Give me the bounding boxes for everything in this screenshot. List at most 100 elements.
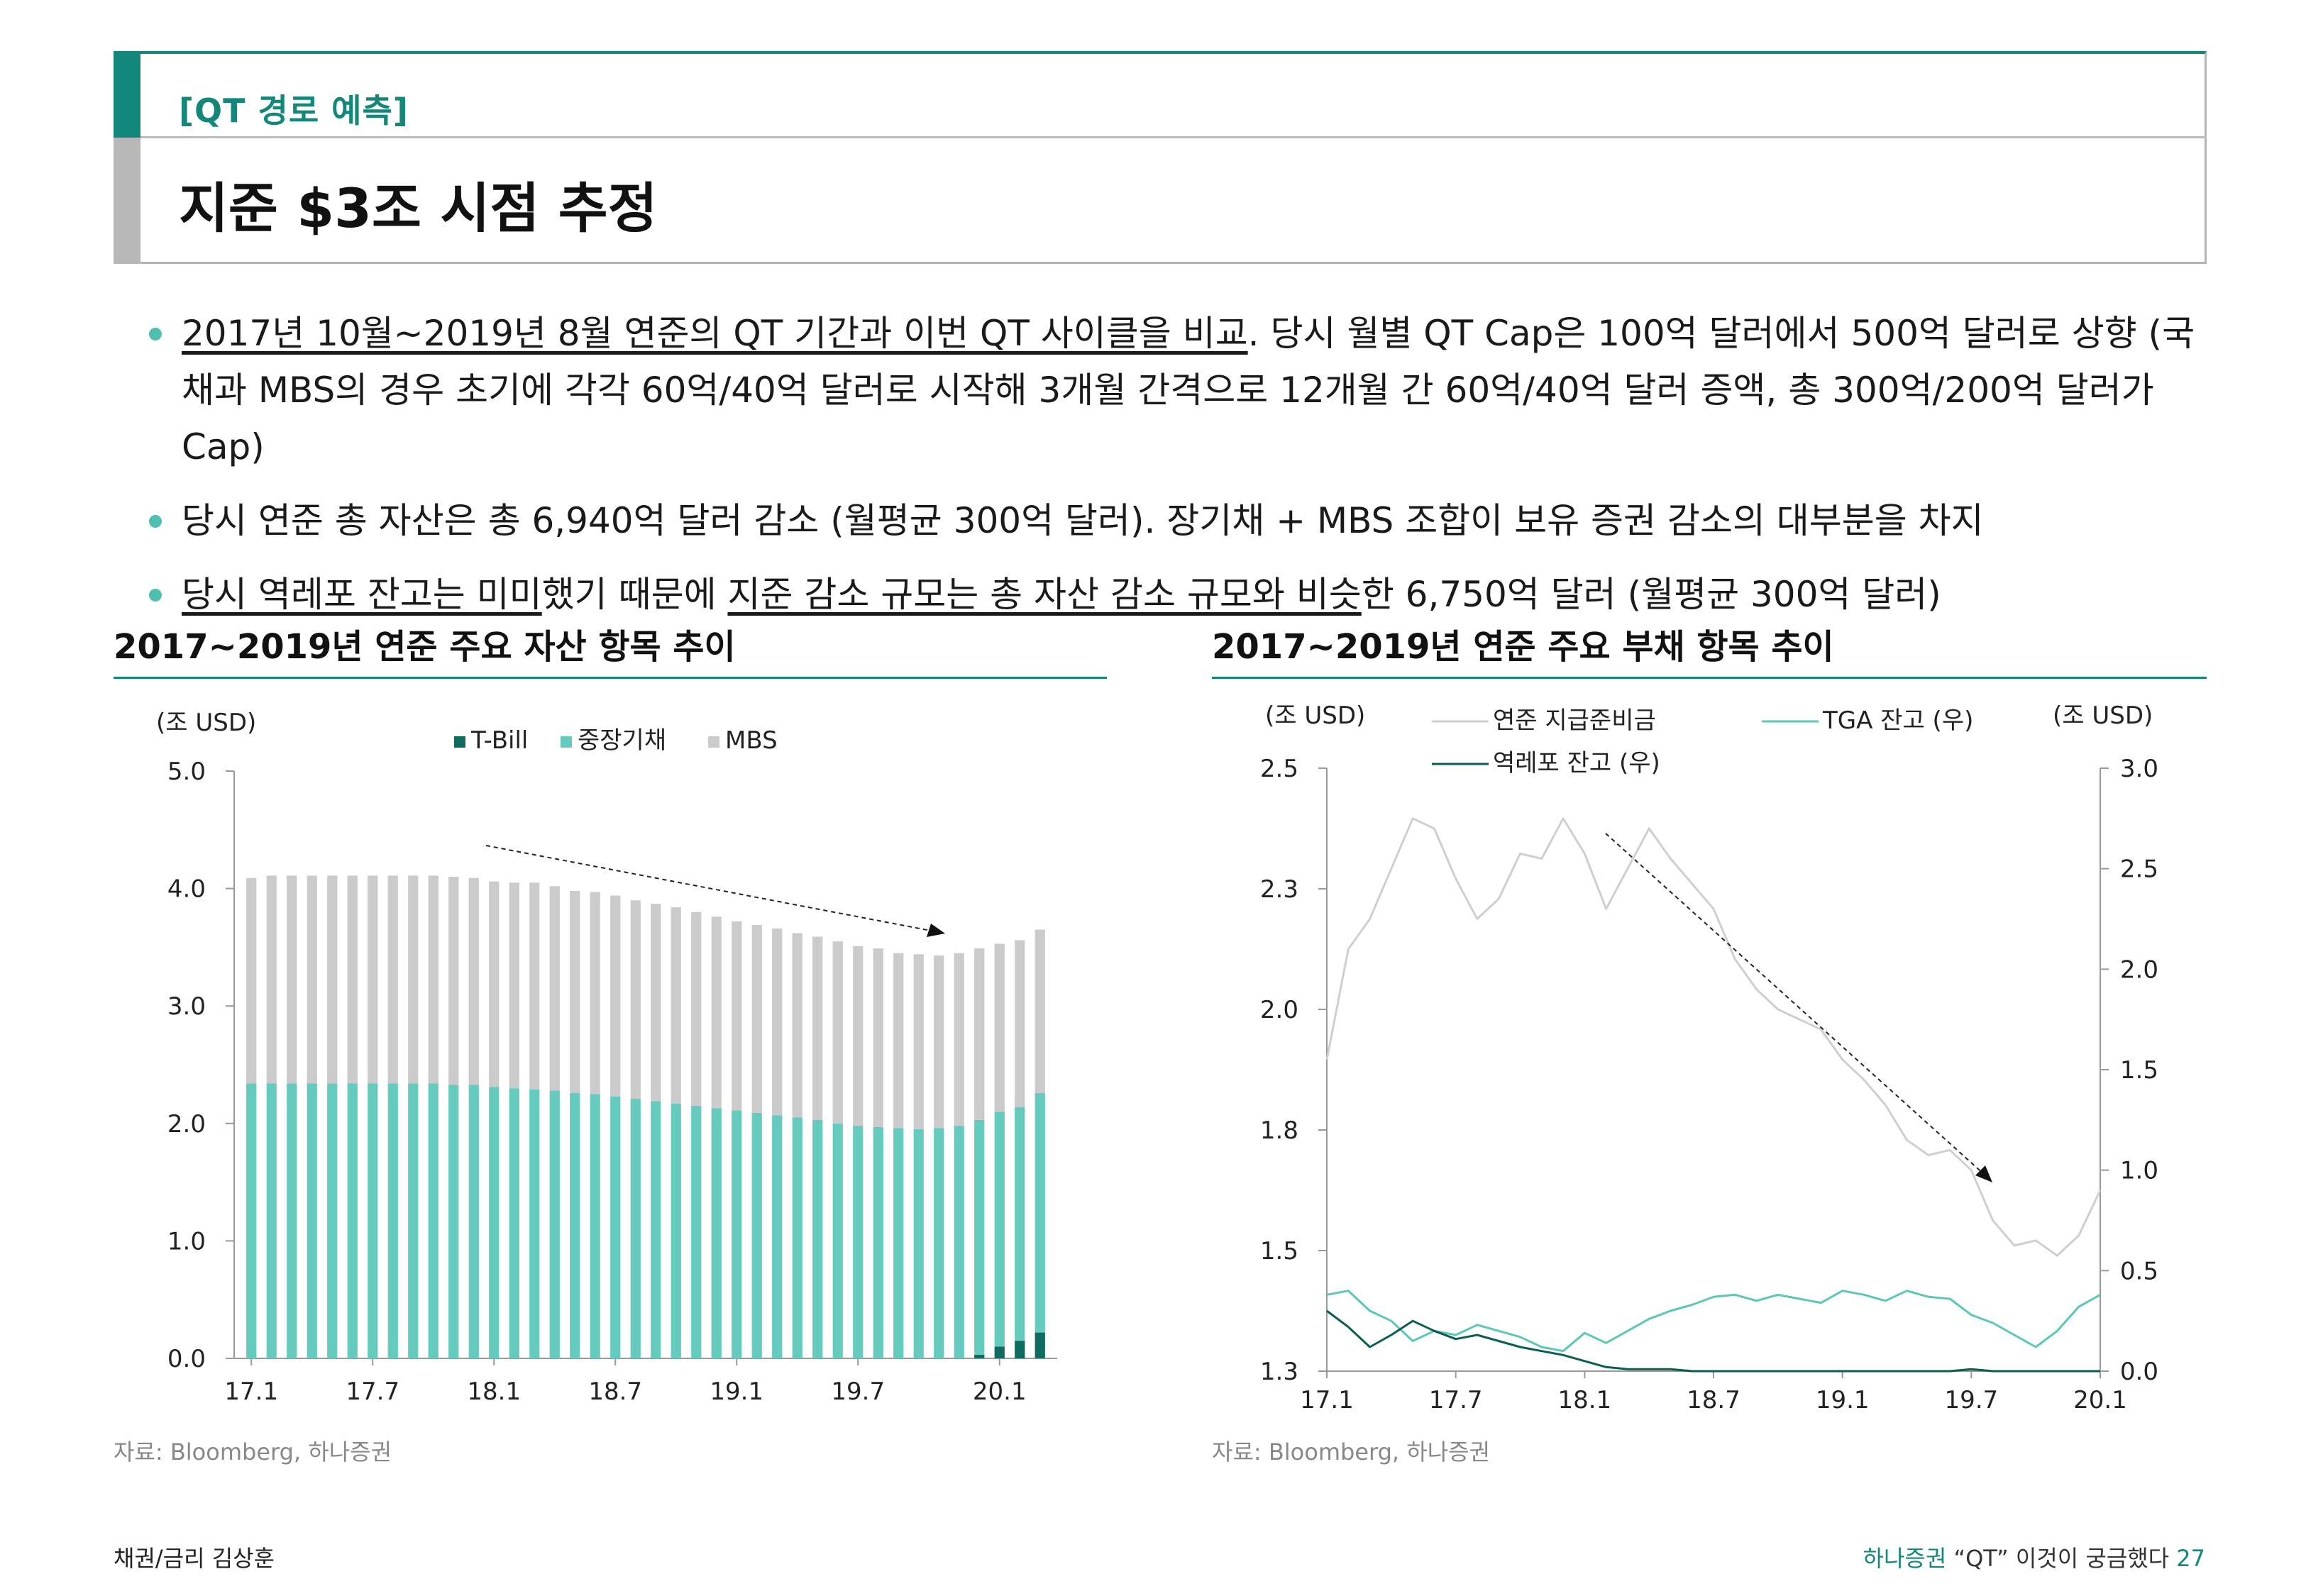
right-yr-tick-label: 1.0 — [2120, 1157, 2158, 1185]
bar-MBS — [974, 948, 985, 1120]
bar-MBS — [812, 936, 823, 1120]
bar-MBS — [549, 886, 560, 1091]
bar-중장기채 — [994, 1112, 1005, 1347]
bar-중장기채 — [1035, 1092, 1045, 1333]
left-source: 자료: Bloomberg, 하나증권 — [114, 1439, 392, 1465]
bar-MBS — [408, 875, 419, 1084]
bar-MBS — [954, 953, 964, 1126]
left-chart-title: 2017~2019년 연준 주요 자산 항목 추이 — [114, 627, 736, 667]
right-line-chart: (조 USD) (조 USD) 연준 지급준비금 TGA 잔고 (우) 역레포 잔고… — [1260, 702, 2158, 1414]
right-yl-tick-label: 2.3 — [1260, 875, 1298, 904]
footer-report-title: “QT” 이것이 궁금했다 — [1953, 1545, 2170, 1572]
legend-swatch-중장기채 — [561, 736, 572, 748]
bar-MBS — [711, 916, 722, 1109]
bullet-1-underlined: 2017년 10월~2019년 8월 연준의 QT 기간과 이번 QT 사이클을… — [182, 313, 1248, 354]
bullet-item-1: 2017년 10월~2019년 8월 연준의 QT 기간과 이번 QT 사이클을… — [149, 305, 2207, 475]
page-title: 지준 $3조 시점 추정 — [179, 177, 658, 240]
left-x-tick-label: 17.7 — [346, 1378, 399, 1406]
bar-MBS — [732, 921, 742, 1111]
bar-MBS — [832, 941, 843, 1124]
bar-중장기채 — [772, 1115, 783, 1358]
right-x-tick-label: 20.1 — [2073, 1386, 2127, 1414]
bar-중장기채 — [570, 1092, 580, 1358]
right-unit-left: (조 USD) — [1265, 702, 1365, 730]
right-source: 자료: Bloomberg, 하나증권 — [1212, 1439, 1491, 1465]
bar-중장기채 — [732, 1110, 742, 1358]
bar-중장기채 — [529, 1089, 540, 1358]
left-x-tick-label: 18.7 — [588, 1378, 642, 1406]
left-chart-rule — [114, 677, 1107, 679]
bar-중장기채 — [387, 1083, 398, 1358]
bar-중장기채 — [266, 1083, 277, 1358]
legend-swatch-MBS — [708, 736, 719, 748]
bar-MBS — [307, 875, 317, 1084]
bar-중장기채 — [651, 1101, 661, 1358]
right-x-tick-label: 18.7 — [1687, 1386, 1740, 1414]
bar-MBS — [691, 911, 702, 1106]
bullet-dot — [149, 589, 162, 602]
left-x-tick-label: 19.7 — [831, 1378, 885, 1406]
right-yl-tick-label: 2.5 — [1260, 755, 1298, 783]
bar-MBS — [266, 875, 277, 1084]
bar-중장기채 — [711, 1108, 722, 1358]
left-y-tick-label: 0.0 — [167, 1345, 206, 1373]
bar-중장기채 — [974, 1119, 985, 1356]
bar-MBS — [1015, 940, 1025, 1107]
bullet-item-3: 당시 역레포 잔고는 미미했기 때문에 지준 감소 규모는 총 자산 감소 규모… — [149, 566, 2207, 623]
bar-중장기채 — [468, 1085, 479, 1358]
bar-MBS — [448, 877, 459, 1085]
bar-중장기채 — [893, 1128, 904, 1358]
right-yr-tick-label: 3.0 — [2120, 755, 2158, 783]
left-bars — [246, 875, 1045, 1358]
bullet-3-text-b: 한 6,750억 달러 (월평균 300억 달러) — [1361, 574, 1941, 615]
bar-MBS — [489, 881, 500, 1087]
legend-swatch-T-Bill — [454, 736, 465, 748]
bar-MBS — [893, 953, 904, 1129]
bar-MBS — [772, 928, 783, 1116]
right-yl-tick-label: 1.3 — [1260, 1358, 1298, 1386]
bar-MBS — [428, 875, 438, 1084]
right-yl-tick-label: 1.5 — [1260, 1237, 1298, 1265]
bar-중장기채 — [630, 1099, 641, 1358]
bar-MBS — [913, 954, 924, 1130]
legend-label: 역레포 잔고 (우) — [1493, 749, 1660, 777]
right-yr-tick-label: 2.0 — [2120, 955, 2158, 984]
left-x-tick-label: 19.1 — [710, 1378, 763, 1406]
bar-중장기채 — [448, 1085, 459, 1358]
bar-MBS — [934, 955, 944, 1129]
left-axes: 0.0 1.0 2.0 3.0 4.0 5.0 17.1 17.7 18.1 18.7 19.1 19… — [167, 758, 1057, 1406]
bar-중장기채 — [671, 1103, 681, 1358]
bar-MBS — [529, 882, 540, 1090]
bar-중장기채 — [549, 1090, 560, 1358]
bar-MBS — [368, 875, 378, 1084]
bar-중장기채 — [751, 1112, 762, 1358]
right-yr-tick-label: 1.5 — [2120, 1056, 2158, 1085]
right-chart-title: 2017~2019년 연준 주요 부채 항목 추이 — [1212, 627, 1834, 667]
bar-중장기채 — [792, 1117, 802, 1358]
bar-T-Bill — [1015, 1341, 1025, 1358]
right-yl-tick-label: 2.0 — [1260, 996, 1298, 1024]
bar-중장기채 — [368, 1083, 378, 1358]
bar-중장기채 — [832, 1123, 843, 1358]
header-divider — [140, 136, 2207, 138]
bar-MBS — [994, 943, 1005, 1112]
bar-중장기채 — [1015, 1107, 1025, 1341]
bar-MBS — [610, 895, 621, 1097]
right-axes: 1.3 1.5 1.8 2.0 2.3 2.5 0.0 0.5 1.0 1.5 2.0 2.5 3.0 1… — [1260, 755, 2158, 1414]
bar-중장기채 — [287, 1083, 297, 1358]
bar-MBS — [1035, 929, 1045, 1093]
header-gray-bar — [114, 138, 140, 264]
bullet-dot — [149, 515, 162, 528]
line-TGA 잔고 (우) — [1326, 1290, 2101, 1353]
bar-중장기채 — [246, 1083, 257, 1358]
bullet-3-underlined-a: 당시 역레포 잔고는 미미 — [182, 574, 542, 615]
bar-중장기채 — [428, 1083, 438, 1358]
bullet-item-2: 당시 연준 총 자산은 총 6,940억 달러 감소 (월평균 300억 달러)… — [149, 492, 2207, 549]
right-chart-rule — [1212, 677, 2207, 679]
left-y-tick-label: 1.0 — [167, 1227, 206, 1256]
right-yr-tick-label: 0.0 — [2120, 1358, 2158, 1386]
bar-중장기채 — [327, 1083, 338, 1358]
bar-MBS — [468, 877, 479, 1085]
left-y-tick-label: 5.0 — [167, 758, 206, 786]
bullet-1-text: . 당시 월별 QT Cap은 100억 달러에서 500억 달러로 상향 (국… — [182, 313, 2195, 467]
